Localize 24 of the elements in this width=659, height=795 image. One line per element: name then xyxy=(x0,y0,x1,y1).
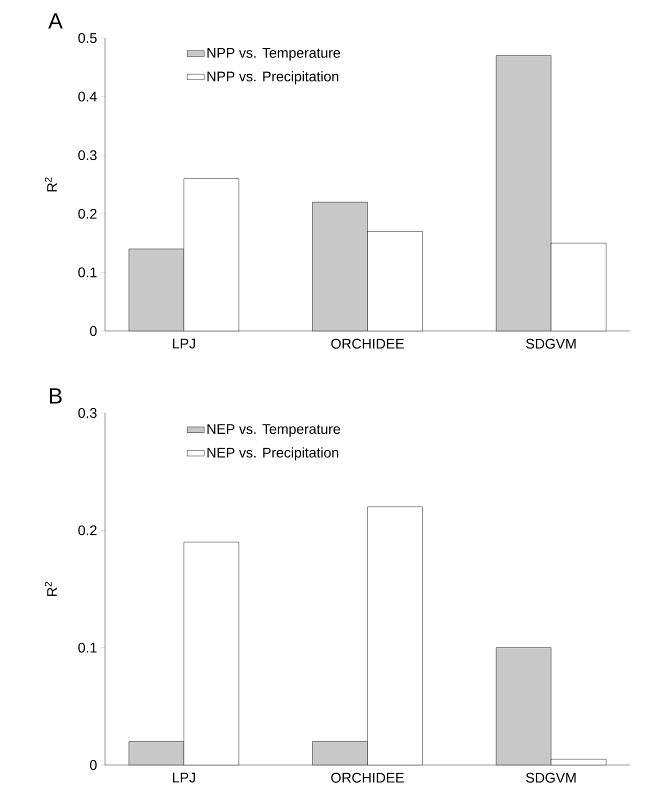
y-tick-label: 0 xyxy=(90,326,97,336)
chart-title: B xyxy=(50,388,62,404)
y-tick-label: 0.1 xyxy=(78,267,97,278)
legend-label: NPP vs. Precipitation xyxy=(207,71,338,84)
y-tick-label: 0.2 xyxy=(78,208,97,219)
y-tick-label: 0.1 xyxy=(78,642,97,653)
legend-label: NEP vs. Temperature xyxy=(207,424,340,437)
x-tick-label: ORCHIDEE xyxy=(331,772,404,783)
y-tick-label: 0.4 xyxy=(78,92,97,102)
x-tick-label: ORCHIDEE xyxy=(331,338,404,349)
x-tick-label: SDGVM xyxy=(526,772,576,783)
legend-label: NPP vs. Temperature xyxy=(207,48,340,61)
y-tick-label: 0.3 xyxy=(78,408,97,418)
x-tick-label: SDGVM xyxy=(526,338,576,349)
x-tick-label: LPJ xyxy=(173,772,195,783)
x-tick-label: LPJ xyxy=(173,338,195,349)
y-tick-label: 0 xyxy=(90,760,97,770)
legend-label: NEP vs. Precipitation xyxy=(207,447,338,460)
y-tick-label: 0.5 xyxy=(78,33,97,43)
y-axis-title: R$^{2}$ xyxy=(44,582,57,596)
y-axis-title: R$^{2}$ xyxy=(44,177,57,192)
y-tick-label: 0.2 xyxy=(78,525,97,536)
chart-title: A xyxy=(48,13,63,28)
y-tick-label: 0.3 xyxy=(78,150,97,160)
